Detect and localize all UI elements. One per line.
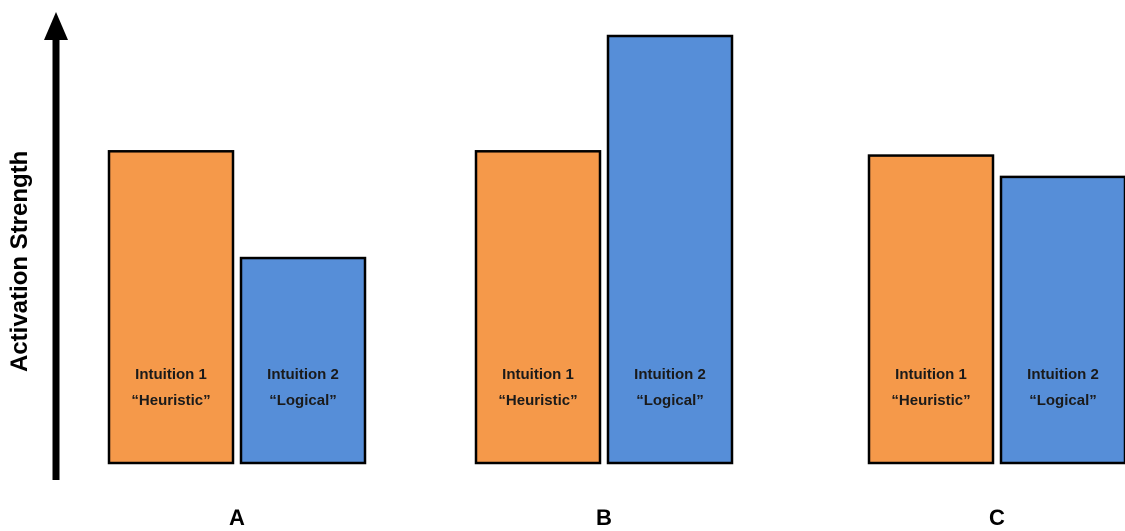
bar-b-1 bbox=[474, 150, 602, 465]
bar-label-line1: Intuition 2 bbox=[634, 366, 706, 383]
bar-label-line1: Intuition 2 bbox=[267, 366, 339, 383]
bar-a-1 bbox=[107, 150, 235, 465]
bar-label-line2: “Logical” bbox=[1029, 392, 1097, 409]
bar-group-b: Intuition 1 “Heuristic” Intuition 2 “Logica… bbox=[474, 34, 734, 530]
group-label-a: A bbox=[229, 505, 245, 530]
bar-c-1 bbox=[867, 154, 995, 465]
bar-c-2 bbox=[999, 175, 1125, 465]
bar-label-line2: “Logical” bbox=[269, 392, 337, 409]
bar-label-line1: Intuition 1 bbox=[502, 366, 574, 383]
bars-layer: Intuition 1 “Heuristic” Intuition 2 “Logica… bbox=[107, 34, 1125, 530]
bar-label-line2: “Heuristic” bbox=[891, 392, 970, 409]
group-label-c: C bbox=[989, 505, 1005, 530]
bar-label-line1: Intuition 2 bbox=[1027, 366, 1099, 383]
bar-group-c: Intuition 1 “Heuristic” Intuition 2 “Logica… bbox=[867, 154, 1125, 530]
y-axis bbox=[44, 12, 68, 480]
bar-b-2 bbox=[606, 34, 734, 465]
y-axis-arrowhead bbox=[44, 12, 68, 40]
bar-group-a: Intuition 1 “Heuristic” Intuition 2 “Logica… bbox=[107, 150, 367, 530]
y-axis-title: Activation Strength bbox=[6, 151, 33, 372]
bar-label-line2: “Logical” bbox=[636, 392, 704, 409]
group-label-b: B bbox=[596, 505, 612, 530]
bar-label-line2: “Heuristic” bbox=[131, 392, 210, 409]
bar-label-line1: Intuition 1 bbox=[135, 366, 207, 383]
bar-label-line2: “Heuristic” bbox=[498, 392, 577, 409]
bar-label-line1: Intuition 1 bbox=[895, 366, 967, 383]
bar-a-2 bbox=[239, 256, 367, 465]
